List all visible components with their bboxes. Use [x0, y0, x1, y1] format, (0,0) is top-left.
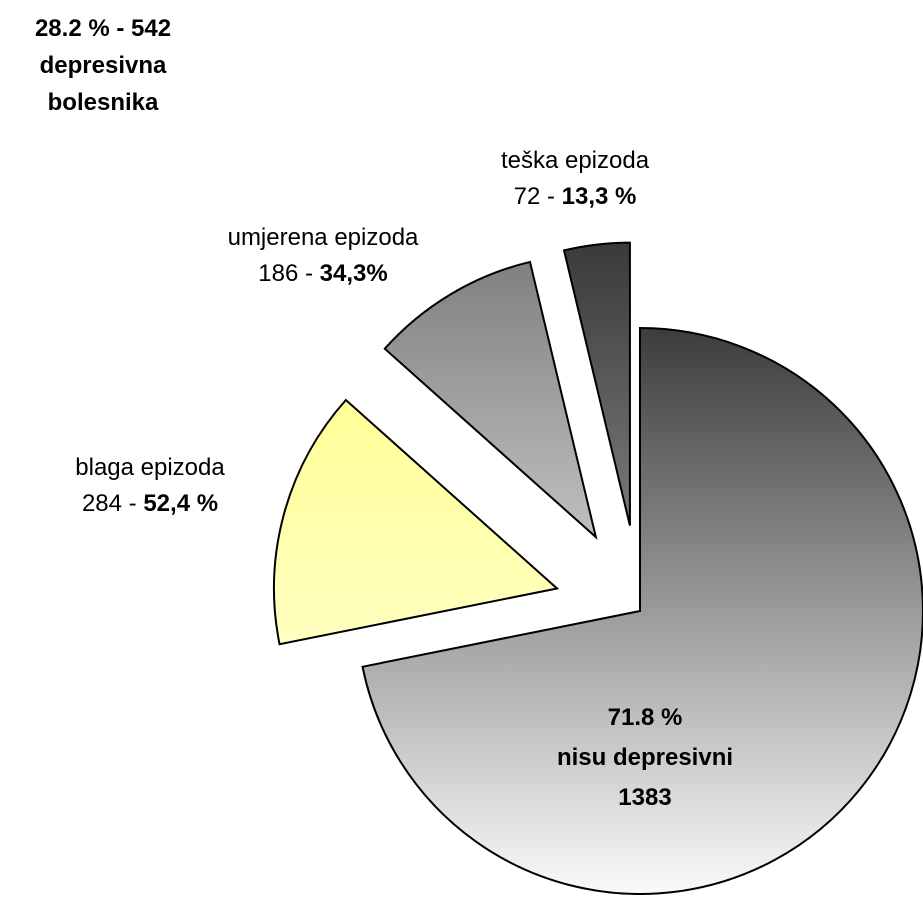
separator: -: [298, 260, 319, 287]
pie-slice: [361, 326, 923, 895]
value-label: 72: [514, 183, 541, 210]
slice-label: blaga epizoda: [75, 454, 225, 481]
slice-label: teška epizoda: [501, 147, 650, 174]
pie-slice: [562, 241, 631, 526]
slice-label: umjerena epizoda: [228, 224, 419, 251]
slice-value-label: 186 - 34,3%: [258, 260, 387, 287]
value-label: 186: [258, 260, 298, 287]
value-label: 284: [82, 490, 122, 517]
percent-label: 34,3%: [320, 260, 388, 287]
separator: -: [122, 490, 143, 517]
separator: -: [540, 183, 561, 210]
slice-label: 71.8 %: [608, 704, 683, 731]
slice-label: 1383: [618, 784, 671, 811]
slice-value-label: 284 - 52,4 %: [82, 490, 218, 517]
pie-slice: [383, 260, 598, 541]
percent-label: 13,3 %: [562, 183, 637, 210]
slice-label: nisu depresivni: [557, 744, 733, 771]
slice-value-label: 72 - 13,3 %: [514, 183, 637, 210]
annotation: bolesnika: [48, 89, 159, 116]
percent-label: 52,4 %: [143, 490, 218, 517]
annotation: depresivna: [40, 52, 167, 79]
pie-slice: [273, 398, 560, 646]
annotation: 28.2 % - 542: [35, 15, 171, 42]
